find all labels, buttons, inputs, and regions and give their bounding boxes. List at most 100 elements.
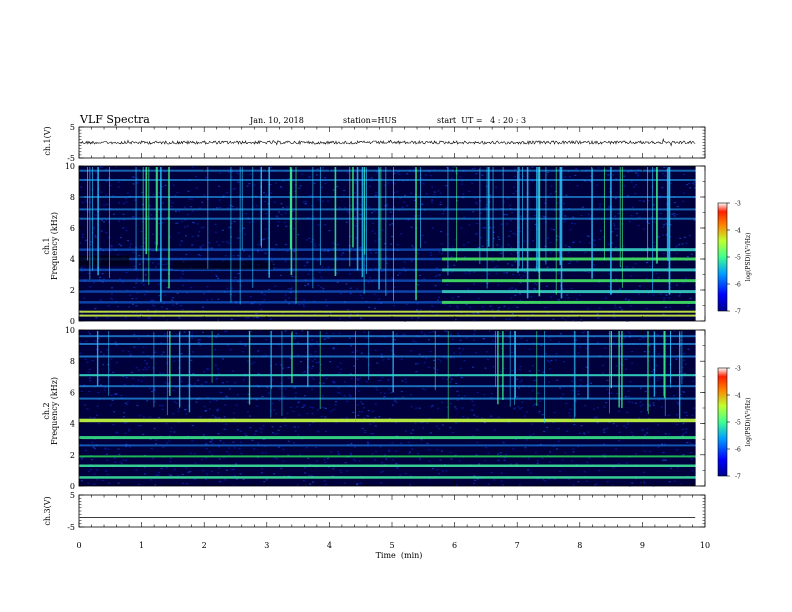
ch2-spectrogram-noise <box>693 407 695 409</box>
ch2-spectrogram-noise <box>346 400 349 402</box>
ch1-spectrogram-noise <box>519 215 522 217</box>
ch1-spectrogram-noise <box>151 300 154 302</box>
ch1-spectrogram-noise <box>460 227 463 229</box>
ch1-spectrogram-noise <box>313 182 316 184</box>
ch1-spectrogram-noise <box>302 303 305 306</box>
ch2-spectrogram-noise <box>367 415 370 417</box>
ch1-spectrogram-noise <box>653 221 656 223</box>
ch2-spectrogram-noise <box>565 402 568 405</box>
ch2-spectrogram-noise <box>418 353 421 355</box>
ch1-spectrogram-noise <box>136 278 139 280</box>
ch2-spectrogram-noise <box>541 414 544 416</box>
ch2-spectrogram-noise <box>641 337 644 339</box>
ch1-spectrogram-noise <box>489 227 492 229</box>
ch1-spectrogram-noise <box>350 292 352 294</box>
ch1-spectrogram-noise <box>100 219 103 221</box>
ch2-spectrogram-noise <box>100 384 102 386</box>
ch2-spectrogram-noise <box>260 431 263 433</box>
ch2-spectrogram-noise <box>204 381 207 383</box>
ch2-spectrogram-noise <box>124 402 127 404</box>
ch1-spectrogram-noise <box>346 210 349 212</box>
ch2-spectrogram-noise <box>395 333 398 335</box>
ch2-spectrogram-noise <box>162 351 165 353</box>
ch1-spectrogram-noise <box>165 263 168 265</box>
ch1-spectrogram-noise <box>315 174 318 176</box>
ch2-spectrogram-noise <box>273 409 276 411</box>
ch2-spectrogram-noise <box>271 379 274 381</box>
ch2-spectrogram-noise <box>191 337 194 339</box>
ch1-spectrogram-noise <box>450 256 453 258</box>
ch2-spectrogram-noise <box>159 372 162 374</box>
ch1-spectrogram-noise <box>511 287 513 289</box>
ch1-spectrogram-noise <box>181 271 184 273</box>
ch2-spectrogram-noise <box>526 411 529 413</box>
ch1-spectrogram-noise <box>542 215 545 217</box>
ch1-spectrogram-noise <box>637 175 640 177</box>
ch2-spectrogram-noise <box>596 341 599 344</box>
ch1-spectrogram-noise <box>186 225 189 227</box>
ch1-spectrogram-noise <box>135 282 138 284</box>
ch2-spectrogram-noise <box>451 338 454 340</box>
ch1-spectrogram-noise <box>508 197 511 199</box>
ch2-spectrogram-noise <box>189 452 192 454</box>
ch2-spectrogram-noise <box>580 425 583 427</box>
ch2-spectrogram-noise <box>232 441 235 443</box>
ch1-spectrogram-noise <box>373 293 376 295</box>
ch3-waveform-ytick-label: 5 <box>70 491 75 500</box>
ch2-spectrogram-noise <box>356 482 359 485</box>
ch1-spectrogram-noise <box>473 313 475 315</box>
ch2-spectrogram-noise <box>543 431 546 433</box>
ch1-spectrogram-noise <box>349 293 352 295</box>
ch2-spectrogram-noise <box>472 404 475 406</box>
ch2-spectrogram-noise <box>356 404 359 406</box>
ch1-spectrogram-noise <box>447 265 450 267</box>
ch2-spectrogram-noise <box>304 472 307 474</box>
ch1-spectrogram-noise <box>438 251 441 253</box>
ch2-spectrogram-noise <box>262 425 265 427</box>
x-tick-label: 7 <box>515 541 520 550</box>
ch2-spectrogram-noise <box>115 432 118 434</box>
ch2-spectrogram-noise <box>244 345 247 347</box>
ch2-spectrogram-noise <box>234 382 236 384</box>
ch1-spectrogram-noise <box>314 245 317 247</box>
ch1-spectrogram-noise <box>693 183 695 185</box>
ch1-spectrogram-noise <box>682 282 685 284</box>
ch2-spectrogram-noise <box>226 381 229 383</box>
ch1-spectrogram-noise <box>678 243 681 246</box>
ch2-spectrogram-noise <box>518 369 521 371</box>
ch1-spectrogram-noise <box>284 260 287 262</box>
ch2-spectrogram-noise <box>225 423 228 425</box>
ch2-spectrogram-noise <box>626 411 629 414</box>
ch2-spectrogram-noise <box>147 366 150 368</box>
ch1-spectrogram-noise <box>694 187 697 189</box>
ch2-spectrogram-noise <box>402 333 405 335</box>
ch2-spectrogram-noise <box>483 422 486 424</box>
ch1-spectrogram-noise <box>293 250 296 253</box>
ch1-spectrogram-noise <box>139 313 142 315</box>
ch1-spectrogram-noise <box>297 234 300 236</box>
ch2-spectrogram-noise <box>538 410 541 412</box>
ch1-colorbar-tick-label: -5 <box>735 255 741 262</box>
ch2-spectrogram-noise <box>228 388 231 390</box>
ch2-spectrogram-noise <box>581 332 584 334</box>
ch1-spectrogram-noise <box>613 304 616 306</box>
ch1-spectrogram-noise <box>663 224 666 226</box>
ch1-spectrogram-noise <box>393 286 396 288</box>
ch2-spectrogram-noise <box>206 473 209 475</box>
ch1-spectrogram-noise <box>416 309 418 311</box>
ch1-spectrogram-noise <box>430 254 433 256</box>
ch2-spectrogram-noise <box>416 452 419 455</box>
ch1-spectrogram-noise <box>570 287 573 289</box>
ch2-spectrogram-noise <box>531 390 534 392</box>
ch2-spectrogram-noise <box>93 417 96 419</box>
ch1-spectrogram-noise <box>374 240 377 242</box>
ch2-spectrogram-noise <box>184 409 186 411</box>
ch2-spectrogram-noise <box>97 337 100 340</box>
ch2-spectrogram-noise <box>367 442 370 444</box>
ch1-spectrogram-noise <box>515 190 518 192</box>
ch1-spectrogram-noise <box>516 306 519 308</box>
ch2-spectrogram-noise <box>505 453 507 456</box>
ch2-spectrogram-noise <box>169 431 172 433</box>
ch2-spectrogram-noise <box>606 427 609 429</box>
ch2-spectrogram-noise <box>226 396 229 398</box>
